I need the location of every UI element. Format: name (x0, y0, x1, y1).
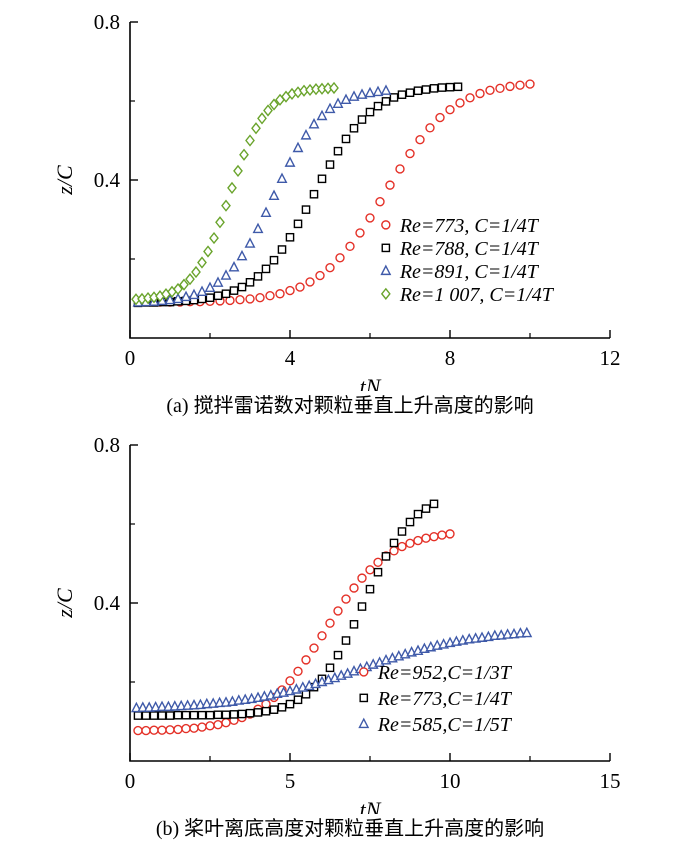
series-triangle (132, 84, 392, 307)
y-tick-label: 0.4 (94, 168, 121, 192)
legend-label: Re=891, C=1/4T (399, 261, 540, 283)
series-triangle (130, 626, 533, 713)
x-tick-label: 15 (600, 769, 621, 793)
y-axis-title: z/C (52, 588, 77, 619)
legend-label: Re=952,C=1/3T (377, 662, 513, 684)
chart-a-caption: (a) 搅拌雷诺数对颗粒垂直上升高度的影响 (166, 395, 534, 417)
chart-b-caption: (b) 桨叶离底高度对颗粒垂直上升高度的影响 (155, 818, 545, 840)
chart-a: 0 4 8 12 0.4 0.8 z/C tN Re=773, C=1/4T Re=788, C=… (0, 6, 700, 419)
series-diamond (131, 81, 339, 306)
x-tick-label: 0 (125, 346, 136, 370)
chart-b: 0 5 10 15 0.4 0.8 z/C tN Re=952,C=1/3T Re=773,C=1… (0, 429, 700, 842)
x-tick-label: 0 (125, 769, 136, 793)
legend: Re=952,C=1/3T Re=773,C=1/4T Re=585,C=1/5T (358, 662, 513, 736)
legend-label: Re=585,C=1/5T (377, 714, 513, 736)
series-square (133, 499, 439, 720)
x-tick-label: 5 (285, 769, 296, 793)
y-tick-label: 0.8 (94, 10, 120, 34)
legend-label: Re=1 007, C=1/4T (399, 284, 555, 306)
x-tick-label: 8 (445, 346, 456, 370)
x-tick-label: 10 (440, 769, 461, 793)
y-axis-title: z/C (52, 165, 77, 196)
y-tick-label: 0.4 (94, 591, 121, 615)
legend-label: Re=788, C=1/4T (399, 238, 540, 260)
chart-b-canvas: 0 5 10 15 0.4 0.8 z/C tN Re=952,C=1/3T Re=773,C=1… (52, 433, 621, 814)
x-axis-title: tN (360, 797, 382, 814)
x-axis-title: tN (360, 374, 382, 391)
legend-label: Re=773, C=1/4T (399, 215, 540, 237)
x-tick-label: 12 (600, 346, 621, 370)
y-tick-label: 0.8 (94, 433, 120, 457)
x-tick-label: 4 (285, 346, 296, 370)
legend-label: Re=773,C=1/4T (377, 688, 513, 710)
